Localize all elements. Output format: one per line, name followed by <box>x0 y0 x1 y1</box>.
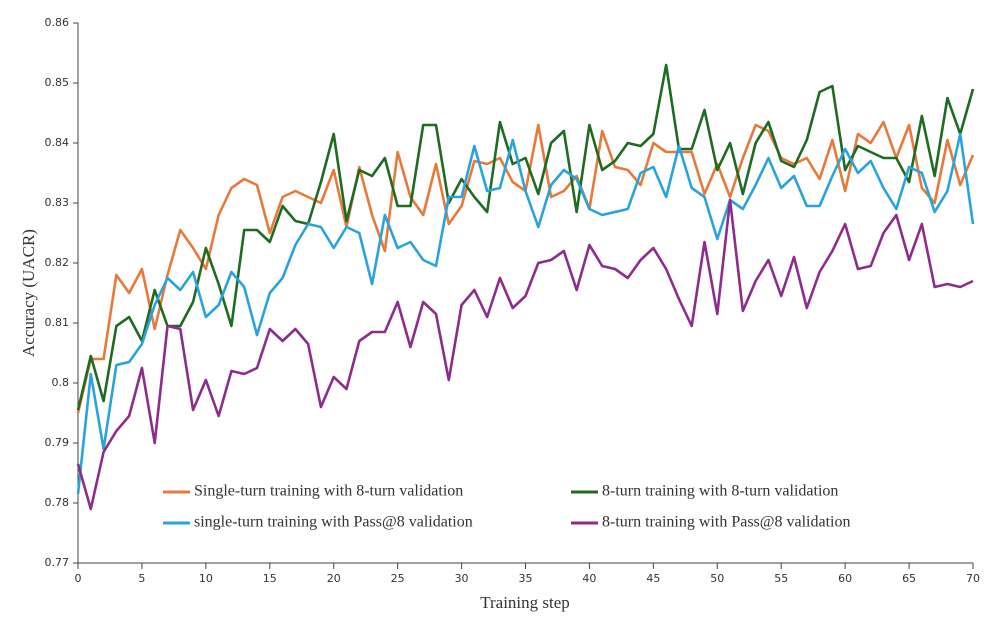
legend-label: 8-turn training with 8-turn validation <box>602 483 838 500</box>
y-axis-label: Accuracy (UACR) <box>19 229 38 357</box>
y-tick-label: 0.81 <box>45 316 70 329</box>
x-tick-label: 25 <box>391 572 405 585</box>
series-line <box>76 132 975 495</box>
x-tick-label: 70 <box>966 572 980 585</box>
y-tick-label: 0.77 <box>45 556 70 569</box>
legend-label: Single-turn training with 8-turn validat… <box>194 483 463 500</box>
x-tick-label: 35 <box>519 572 533 585</box>
x-tick-label: 55 <box>774 572 788 585</box>
x-tick-label: 65 <box>902 572 916 585</box>
x-tick-label: 0 <box>75 572 82 585</box>
y-tick-label: 0.79 <box>45 436 70 449</box>
y-tick-label: 0.78 <box>45 496 70 509</box>
y-tick-label: 0.8 <box>52 376 70 389</box>
x-axis-label: Training step <box>480 593 570 612</box>
y-tick-label: 0.86 <box>45 16 70 29</box>
x-tick-label: 20 <box>327 572 341 585</box>
x-tick-label: 60 <box>838 572 852 585</box>
x-tick-label: 5 <box>138 572 145 585</box>
x-tick-label: 10 <box>199 572 213 585</box>
y-tick-label: 0.83 <box>45 196 70 209</box>
y-tick-label: 0.85 <box>45 76 70 89</box>
legend-label: single-turn training with Pass@8 validat… <box>194 514 473 531</box>
y-tick-label: 0.84 <box>45 136 70 149</box>
series-line <box>76 63 975 411</box>
x-tick-label: 40 <box>582 572 596 585</box>
x-tick-label: 50 <box>710 572 724 585</box>
series-line <box>76 198 974 511</box>
x-tick-label: 30 <box>455 572 469 585</box>
x-tick-label: 45 <box>646 572 660 585</box>
legend-label: 8-turn training with Pass@8 validation <box>602 514 850 531</box>
x-tick-label: 15 <box>263 572 277 585</box>
y-tick-label: 0.82 <box>45 256 70 269</box>
